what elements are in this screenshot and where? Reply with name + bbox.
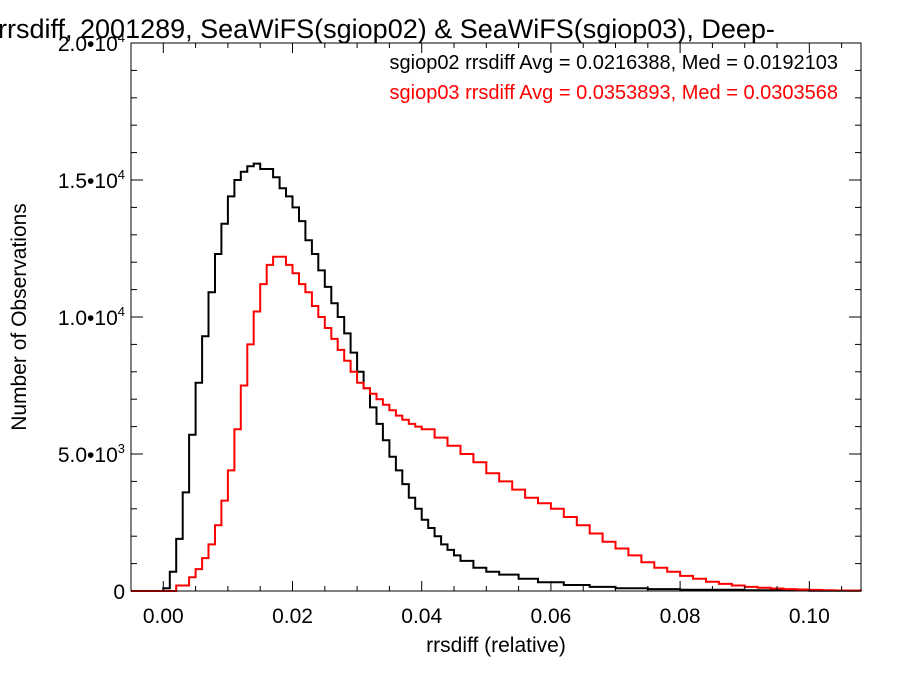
x-tick-label: 0.04 (401, 605, 442, 628)
y-tick-label: 0 (113, 581, 125, 604)
x-tick-label: 0.02 (272, 605, 313, 628)
y-tick-label-main: 1.5•10 (58, 170, 118, 193)
y-tick-label-exponent: 4 (118, 30, 125, 45)
y-tick-label-main: 0 (113, 581, 125, 604)
stats-label-sgiop03: sgiop03 rrsdiff Avg = 0.0353893, Med = 0… (390, 82, 839, 104)
y-tick-label: 5.0•103 (58, 441, 125, 467)
x-tick-label: 0.08 (660, 605, 701, 628)
x-axis: 0.00 0.02 0.04 0.06 0.08 0.10 (143, 43, 843, 628)
series-line-sgiop02 (131, 162, 862, 592)
series-layer (131, 162, 862, 592)
y-axis-title: Number of Observations (8, 203, 31, 431)
y-tick-label-exponent: 3 (118, 441, 125, 456)
y-tick-label-exponent: 4 (118, 304, 125, 319)
stats-label-sgiop02: sgiop02 rrsdiff Avg = 0.0216388, Med = 0… (390, 52, 839, 74)
y-tick-label-exponent: 4 (118, 167, 125, 182)
y-tick-label-main: 5.0•10 (58, 444, 118, 467)
y-tick-label: 1.5•104 (58, 167, 125, 193)
y-tick-label-main: 1.0•10 (58, 307, 118, 330)
series-line-sgiop03 (131, 255, 862, 592)
y-tick-label: 1.0•104 (58, 304, 125, 330)
x-tick-label: 0.10 (789, 605, 830, 628)
x-axis-title: rrsdiff (relative) (426, 634, 566, 657)
y-tick-label: 2.0•104 (58, 30, 125, 56)
y-tick-label-main: 2.0•10 (58, 33, 118, 56)
plot-frame (130, 42, 862, 592)
x-tick-label: 0.00 (143, 605, 184, 628)
chart-title: rrsdiff, 2001289, SeaWiFS(sgiop02) & Sea… (0, 14, 775, 44)
x-tick-label: 0.06 (530, 605, 571, 628)
